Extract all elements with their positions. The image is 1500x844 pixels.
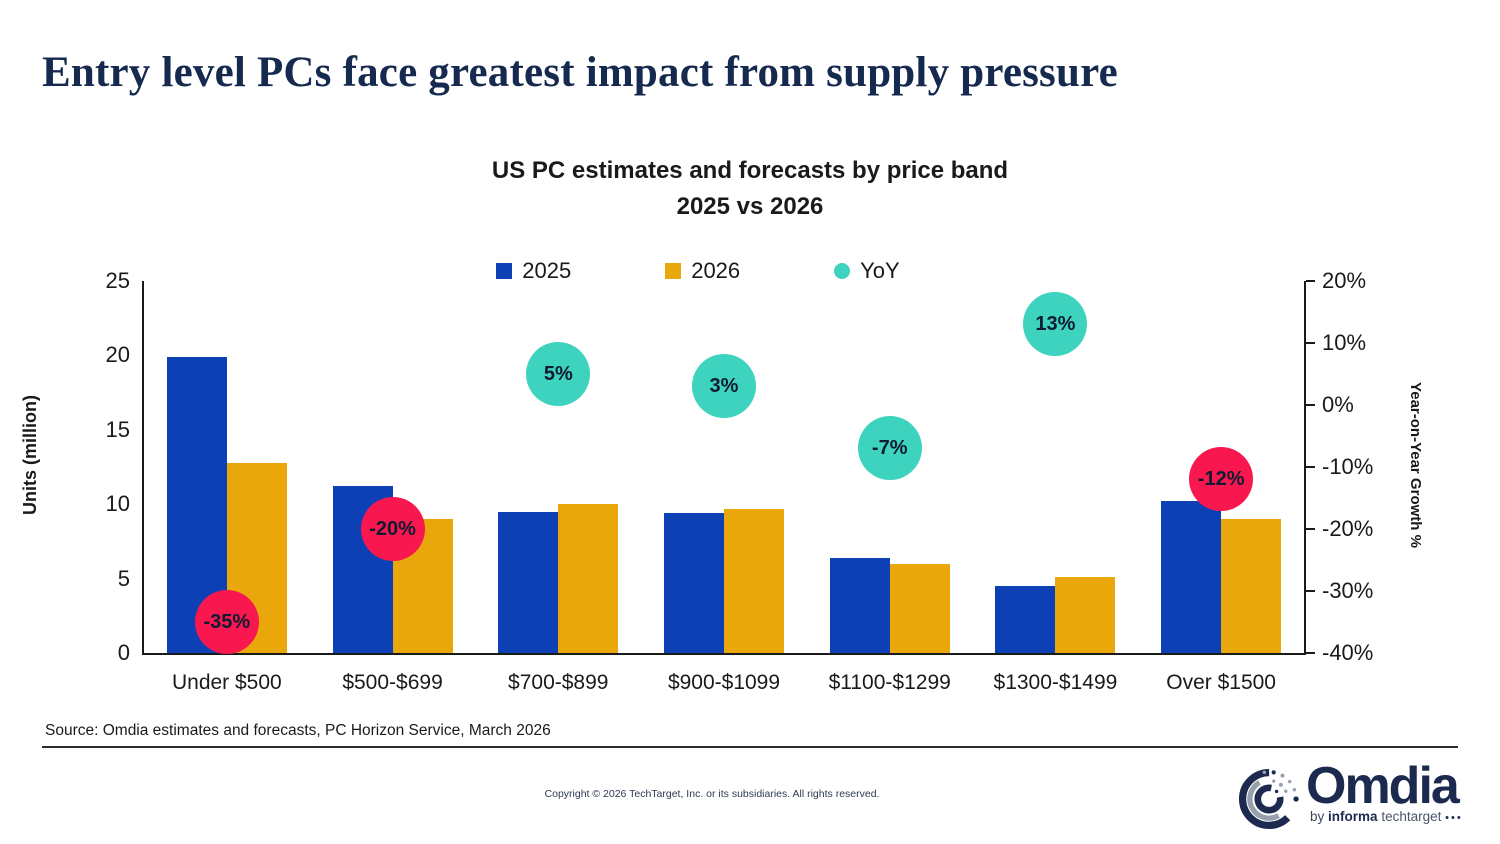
bar-2025-$1300-$1499 (995, 586, 1056, 653)
y-tick-left-20: 20 (105, 342, 130, 368)
y-axis-left-line (142, 281, 144, 655)
chart-legend: 2025 2026 YoY (48, 258, 1348, 284)
omdia-logo: Omdia by informa techtarget ••• (1234, 757, 1474, 840)
legend-swatch-YoY (834, 263, 851, 279)
chart-subtitle: 2025 vs 2026 (676, 193, 824, 220)
yoy-bubble-Over $1500: -12% (1189, 447, 1254, 512)
footer-divider (42, 746, 1458, 748)
bar-2026-$900-$1099 (724, 508, 784, 653)
y-tick-right--30: -30% (1322, 578, 1374, 603)
yoy-bubble-$700-$899: 5% (526, 342, 591, 406)
x-axis-label-$700-$899: $700-$899 (508, 671, 609, 694)
bar-2025-$1100-$1299 (829, 557, 890, 653)
source-note: Source: Omdia estimates and forecasts, P… (45, 722, 551, 739)
y-tick-left-25: 25 (105, 268, 130, 293)
bar-2026-Over $1500 (1221, 519, 1282, 653)
chart-title: US PC estimates and forecasts by price b… (491, 157, 1009, 184)
y-tick-left-15: 15 (105, 416, 130, 442)
x-axis-label-Under $500: Under $500 (171, 671, 282, 694)
copyright-text: Copyright © 2026 TechTarget, Inc. or its… (544, 788, 880, 800)
x-axis-label-$500-$699: $500-$699 (342, 671, 443, 694)
x-axis-label-$1300-$1499: $1300-$1499 (993, 671, 1118, 694)
yoy-bubble-$500-$699: -20% (360, 497, 425, 561)
y-tickmark-right--10 (1306, 466, 1315, 468)
y-tickmark-right--40 (1306, 652, 1315, 654)
tagline-dots: ••• (1445, 812, 1463, 824)
y-tick-left-5: 5 (117, 565, 130, 591)
legend-item-2025: 2025 (496, 258, 571, 284)
y-tick-left-0: 0 (117, 640, 130, 665)
x-axis-line (142, 653, 1306, 655)
y-tick-right-0: 0% (1322, 392, 1354, 417)
y-tickmark-right-10 (1306, 342, 1315, 344)
y-tickmark-right-0 (1306, 404, 1315, 406)
legend-label-2025: 2025 (522, 258, 572, 283)
yoy-bubble-$900-$1099: 3% (692, 354, 756, 419)
yoy-bubble-$1300-$1499: 13% (1023, 292, 1088, 357)
bar-2026-$1100-$1299 (889, 563, 950, 653)
bar-2025-$900-$1099 (664, 513, 724, 653)
y-tick-right--10: -10% (1322, 454, 1374, 479)
y-tick-right--40: -40% (1322, 640, 1374, 665)
x-axis-label-Over $1500: Over $1500 (1166, 671, 1276, 694)
bar-2026-$1300-$1499 (1055, 577, 1116, 653)
legend-item-YoY: YoY (834, 258, 900, 284)
page-title: Entry level PCs face greatest impact fro… (42, 49, 1118, 96)
y-axis-right-line (1304, 281, 1306, 655)
x-axis-label-$1100-$1299: $1100-$1299 (828, 671, 951, 694)
legend-label-YoY: YoY (860, 258, 900, 283)
y-tickmark-right--20 (1306, 528, 1315, 530)
y-tickmark-right--30 (1306, 590, 1315, 592)
legend-item-2026: 2026 (665, 258, 740, 284)
y-tick-right-10: 10% (1322, 330, 1367, 355)
legend-swatch-2025 (496, 263, 513, 279)
omdia-logo-icon (1238, 768, 1300, 830)
y-tick-right--20: -20% (1322, 516, 1374, 541)
yoy-bubble-Under $500: -35% (194, 590, 259, 654)
bar-2026-$700-$899 (558, 504, 619, 653)
y-tick-right-20: 20% (1322, 268, 1367, 293)
bar-2025-$700-$899 (498, 511, 559, 653)
legend-label-2026: 2026 (691, 258, 741, 283)
omdia-wordmark: Omdia (1306, 757, 1460, 815)
yoy-bubble-$1100-$1299: -7% (857, 416, 922, 481)
x-axis-label-$900-$1099: $900-$1099 (667, 671, 781, 694)
y-tick-left-10: 10 (105, 491, 130, 517)
y-tickmark-right-20 (1306, 280, 1315, 282)
bar-2025-Over $1500 (1161, 501, 1222, 653)
legend-swatch-2026 (665, 263, 682, 279)
omdia-tagline: by informa techtarget ••• (1310, 809, 1463, 824)
